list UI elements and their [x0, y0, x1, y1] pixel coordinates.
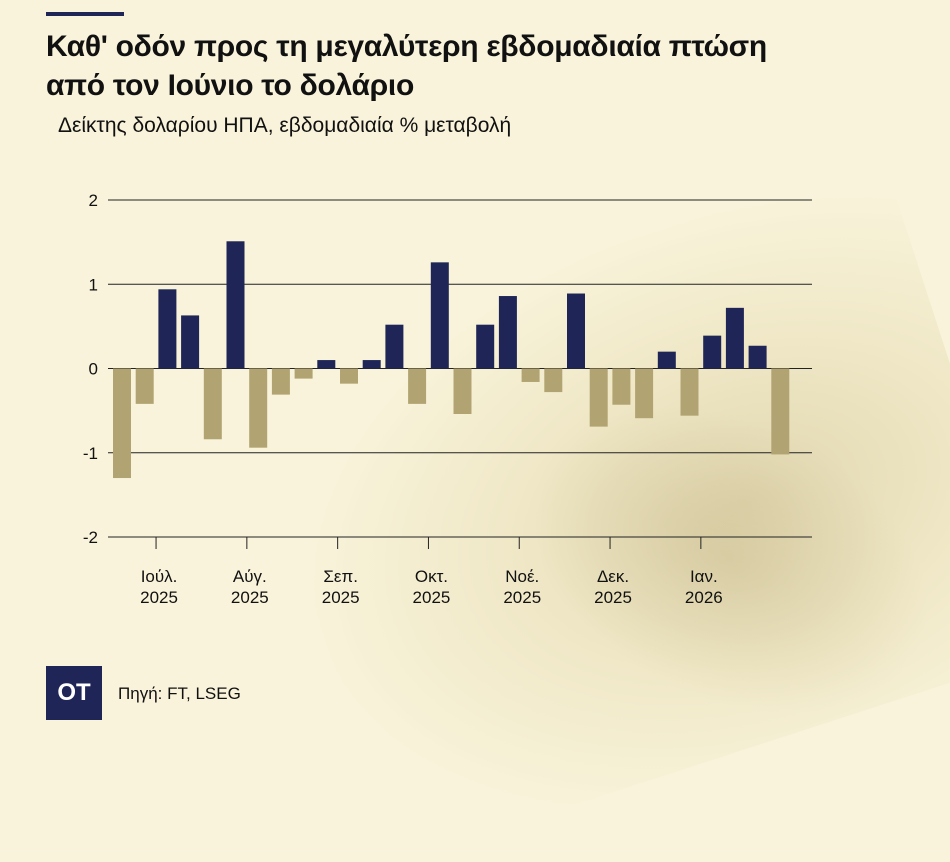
- bar: [408, 368, 427, 404]
- bar: [476, 324, 495, 369]
- chart-subtitle: Δείκτης δολαρίου ΗΠΑ, εβδομαδιαία % μετα…: [58, 114, 512, 137]
- x-tick-label-year: 2025: [231, 588, 269, 607]
- bar: [725, 307, 744, 369]
- ot-logo: OT: [46, 666, 102, 720]
- bar: [362, 360, 381, 369]
- bar: [226, 241, 245, 369]
- bar: [521, 368, 540, 382]
- bar: [249, 368, 268, 448]
- title-line-2: από τον Ιούνιο το δολάριο: [46, 69, 414, 102]
- bar: [589, 368, 608, 427]
- bar: [294, 368, 313, 379]
- x-tick-label-month: Οκτ.: [415, 567, 448, 586]
- source-note: Πηγή: FT, LSEG: [118, 684, 241, 703]
- bar: [453, 368, 472, 414]
- x-tick-label-month: Νοέ.: [505, 567, 539, 586]
- x-tick-label-month: Ιούλ.: [141, 567, 178, 586]
- bar: [385, 324, 404, 369]
- y-tick-label: -2: [83, 528, 98, 547]
- x-tick-label-year: 2025: [322, 588, 360, 607]
- bar: [271, 368, 290, 395]
- bar: [748, 345, 767, 369]
- bar-chart: 2 1 0 -1 -2 Ιούλ. 2025 Αύγ. 2025 Σεπ. 2025 Οκτ. 2025…: [83, 191, 812, 607]
- bar: [703, 335, 722, 369]
- bar: [771, 368, 790, 455]
- bar: [544, 368, 563, 393]
- x-tick-label-month: Σεπ.: [323, 567, 358, 586]
- title-line-1: Καθ' οδόν προς τη μεγαλύτερη εβδομαδιαία…: [46, 30, 767, 63]
- accent-bar: [46, 12, 124, 16]
- bar: [657, 351, 676, 369]
- bar: [158, 289, 177, 369]
- x-tick-label-month: Ιαν.: [690, 567, 718, 586]
- x-tick-label-year: 2025: [594, 588, 632, 607]
- x-tick-label-year: 2026: [685, 588, 723, 607]
- x-tick-label-month: Δεκ.: [597, 567, 629, 586]
- bar: [635, 368, 654, 419]
- x-tick-label-month: Αύγ.: [233, 567, 267, 586]
- bar: [340, 368, 358, 384]
- bar: [567, 293, 585, 369]
- bar: [680, 368, 699, 416]
- y-tick-label: 2: [89, 191, 98, 210]
- y-tick-label: -1: [83, 444, 98, 463]
- x-tick-label-year: 2025: [140, 588, 178, 607]
- chart-title: Καθ' οδόν προς τη μεγαλύτερη εβδομαδιαία…: [46, 27, 926, 105]
- bar: [135, 368, 154, 404]
- bar: [317, 360, 336, 369]
- x-tick-label-year: 2025: [413, 588, 451, 607]
- bar: [430, 262, 449, 369]
- bar: [612, 368, 631, 405]
- bar: [203, 368, 222, 440]
- x-tick-label-year: 2025: [503, 588, 541, 607]
- y-tick-label: 0: [89, 360, 98, 379]
- bar: [181, 315, 200, 369]
- bar: [113, 368, 131, 479]
- bar: [498, 296, 517, 369]
- y-tick-label: 1: [89, 275, 98, 294]
